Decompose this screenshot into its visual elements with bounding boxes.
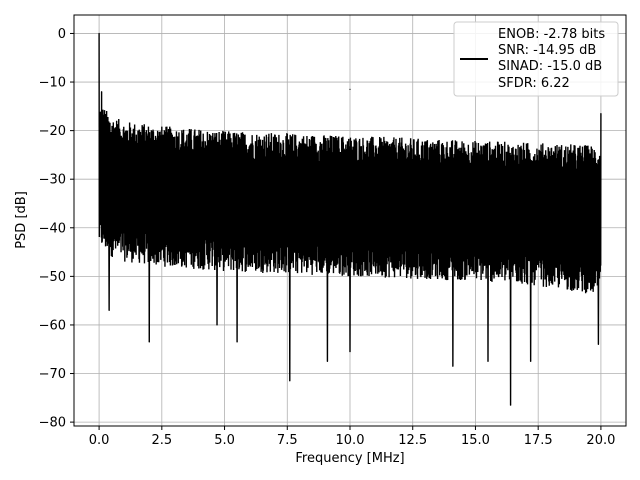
psd-dip-point xyxy=(148,341,150,343)
psd-dip-point xyxy=(236,341,238,343)
x-axis: 0.0 2.5 5.0 7.5 10.0 12.5 15.0 17.5 20.0 xyxy=(89,426,615,448)
x-tick-label: 0.0 xyxy=(89,433,110,448)
legend-sinad: SINAD: -15.0 dB xyxy=(498,59,602,74)
y-tick-label: −10 xyxy=(39,76,66,91)
psd-peak-point xyxy=(349,88,351,90)
x-tick-label: 17.5 xyxy=(524,433,553,448)
legend-box xyxy=(453,21,619,97)
y-tick-label: −60 xyxy=(39,318,66,333)
psd-dip-point xyxy=(597,343,600,345)
psd-dip-point xyxy=(216,324,218,326)
psd-dip-point xyxy=(530,360,532,362)
plot-area xyxy=(98,32,602,406)
y-axis-label: PSD [dB] xyxy=(14,191,29,249)
x-tick-label: 20.0 xyxy=(586,433,615,448)
x-tick-label: 10.0 xyxy=(336,433,365,448)
x-tick-label: 5.0 xyxy=(214,433,235,448)
legend-enob: ENOB: -2.78 bits xyxy=(498,27,605,42)
psd-peak-point xyxy=(98,32,100,35)
psd-dip-point xyxy=(108,309,110,311)
y-axis: 0 −10 −20 −30 −40 −50 −60 −70 −80 xyxy=(39,27,74,431)
y-tick-label: 0 xyxy=(58,27,66,42)
x-tick-label: 2.5 xyxy=(151,433,172,448)
x-tick-label: 12.5 xyxy=(398,433,427,448)
psd-dip-point xyxy=(349,351,351,353)
x-tick-label: 7.5 xyxy=(277,433,298,448)
y-tick-label: −50 xyxy=(39,270,66,285)
psd-dip-point xyxy=(289,380,291,382)
psd-peak-point xyxy=(600,113,602,115)
y-tick-label: −80 xyxy=(39,416,66,431)
y-tick-label: −70 xyxy=(39,367,66,382)
legend: ENOB: -2.78 bits SNR: -14.95 dB SINAD: -… xyxy=(453,21,619,97)
psd-dip-point xyxy=(487,360,489,362)
psd-dip-point xyxy=(509,404,512,406)
legend-sfdr: SFDR: 6.22 xyxy=(498,76,570,91)
x-axis-label: Frequency [MHz] xyxy=(295,451,404,466)
y-tick-label: −40 xyxy=(39,221,66,236)
y-tick-label: −20 xyxy=(39,124,66,139)
y-tick-label: −30 xyxy=(39,173,66,188)
psd-dip-point xyxy=(326,360,329,362)
psd-peak-point xyxy=(101,91,103,93)
psd-dip-point xyxy=(452,365,454,367)
legend-snr: SNR: -14.95 dB xyxy=(498,43,596,58)
x-tick-label: 15.0 xyxy=(461,433,490,448)
